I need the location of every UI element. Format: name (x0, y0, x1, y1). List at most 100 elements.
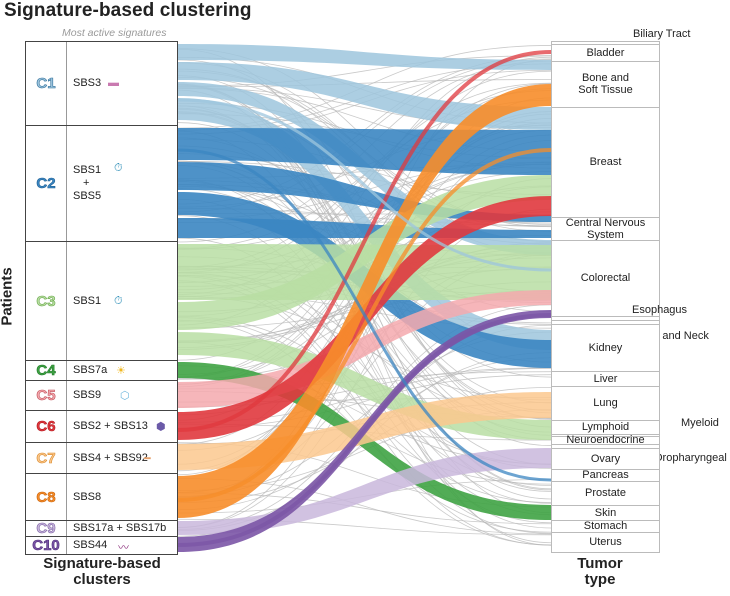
tumor-name-line2: Soft Tissue (578, 84, 633, 96)
signature-text: SBS1 (73, 164, 102, 176)
flow-c6 (177, 50, 552, 432)
cluster-id-label: C3 (36, 292, 56, 310)
tumor-name: Colorectal (580, 272, 631, 284)
tumor-label: Bladder (551, 47, 660, 59)
signature-text: SBS44 (73, 539, 108, 551)
signature-text: SBS17a + SBS17b (73, 522, 167, 534)
tumor-name: Esophagus (632, 304, 688, 316)
flow-c10 (177, 313, 552, 547)
flow-c8 (178, 84, 551, 518)
cluster-c6-box: C6 SBS2 + SBS13 ⬢ (25, 410, 178, 443)
tumor-label: Liver (551, 373, 660, 385)
cluster-id-label: C1 (36, 75, 56, 93)
signature-text: SBS1 (73, 294, 102, 307)
cluster-id-label: C10 (32, 537, 60, 555)
signature-text: SBS8 (73, 490, 102, 503)
cluster-signature-label: SBS1 + SBS5 (73, 164, 101, 203)
flow-c3 (178, 175, 551, 330)
tumor-label: Lung (551, 397, 660, 409)
apobec-icon: ⬢ (156, 421, 166, 433)
tumor-name: Myeloid (681, 417, 719, 429)
tumor-name: Oropharyngeal (654, 452, 727, 464)
minor-flow (177, 317, 552, 503)
tumor-name: Lymphoid (581, 421, 630, 433)
tumor-axis-line1: Tumor (577, 555, 623, 572)
figure-title: Signature-based clustering (4, 0, 252, 21)
tumor-name: Skin (594, 506, 617, 519)
cluster-id-label: C7 (36, 449, 56, 467)
flow-c2 (177, 148, 552, 482)
cluster-c10-box: C10 SBS44 〰 (25, 536, 178, 555)
subtitle: Most active signatures (62, 27, 167, 39)
tumor-name: Central Nervous (565, 216, 646, 229)
cluster-c2-box: C2 SBS1 + SBS5 ⏱ (25, 125, 178, 242)
signature-text: SBS4 + SBS92 (73, 451, 148, 464)
cluster-signature-label: SBS1 (73, 295, 101, 308)
flow-c2 (178, 162, 551, 222)
tumor-label: Skin (551, 507, 660, 519)
cluster-signature-label: SBS4 + SBS92 (73, 452, 148, 465)
tumor-box (551, 481, 660, 506)
tumor-name: Breast (589, 156, 622, 168)
flow-c1 (178, 62, 551, 130)
cluster-signature-label: SBS44 (73, 539, 107, 552)
signature-text: SBS7a (73, 364, 108, 376)
tumor-name-line2: System (587, 228, 624, 241)
tumor-label: Oropharyngeal (654, 452, 727, 464)
cigarette-icon: ━ (144, 452, 151, 465)
signature-text: SBS2 + SBS13 (73, 420, 148, 432)
cluster-c7-box: C7 SBS4 + SBS92 ━ (25, 442, 178, 474)
cluster-signature-label: SBS3 (73, 77, 101, 90)
flow-c5 (178, 290, 551, 408)
tumor-name: Lung (593, 397, 618, 409)
cluster-id-label: C5 (36, 387, 56, 405)
cluster-id-label: C8 (36, 488, 56, 506)
tumor-name: Biliary Tract (633, 28, 691, 40)
clock-person-icon: ⏱ (114, 162, 123, 174)
flow-c3 (178, 244, 551, 300)
tumor-label: Biliary Tract (633, 28, 690, 40)
cluster-signature-label: SBS8 (73, 491, 101, 504)
tumor-axis-label: Tumor type (570, 556, 630, 588)
cluster-id-label: C6 (36, 418, 56, 436)
tumor-label: Myeloid (681, 417, 719, 429)
cluster-id-label: C2 (36, 175, 56, 193)
signature-text: SBS9 (73, 389, 102, 401)
cluster-c9-box: C9 SBS17a + SBS17b (25, 520, 178, 537)
clusters-axis-label: Signature-based clusters (22, 556, 182, 588)
tumor-box (551, 324, 660, 372)
tumor-name: Prostate (585, 487, 626, 499)
tumor-box (551, 240, 660, 317)
tumor-label: Neuroendocrine (551, 434, 660, 446)
tumor-name: Pancreas (582, 469, 629, 481)
tumor-box (551, 386, 660, 421)
tumor-name: Bone and (581, 72, 630, 84)
clusters-axis-line1: Signature-based (43, 555, 161, 572)
tumor-label: Stomach (551, 520, 660, 532)
clusters-axis-line2: clusters (73, 571, 131, 588)
tumor-box (551, 107, 660, 218)
chromosome-icon: ▬ (108, 77, 119, 89)
cluster-c4-box: C4 SBS7a ☀ (25, 360, 178, 381)
sun-icon: ☀ (116, 365, 126, 377)
signature-text: + (83, 177, 90, 189)
tumor-name: Ovary (590, 452, 621, 465)
tumor-label: Central Nervous System (551, 217, 660, 241)
tumor-label: Ovary (551, 453, 660, 465)
dna-icon: 〰 (118, 542, 129, 554)
flow-c1 (177, 98, 552, 272)
tumor-label: Pancreas (551, 469, 660, 481)
tumor-name: Liver (593, 372, 618, 385)
flow-c1 (178, 82, 551, 255)
tumor-label: Colorectal (551, 272, 660, 284)
tumor-label: Lymphoid (551, 421, 660, 433)
tumor-label: Esophagus (632, 304, 687, 316)
cluster-id-label: C9 (36, 520, 56, 538)
tumor-name: Bladder (586, 46, 625, 59)
tumor-axis-line2: type (584, 571, 616, 588)
tumor-label: Uterus (551, 536, 660, 548)
polymerase-icon: ⬡ (120, 390, 130, 402)
tumor-label: Prostate (551, 487, 660, 499)
tumor-name: Uterus (589, 536, 622, 548)
